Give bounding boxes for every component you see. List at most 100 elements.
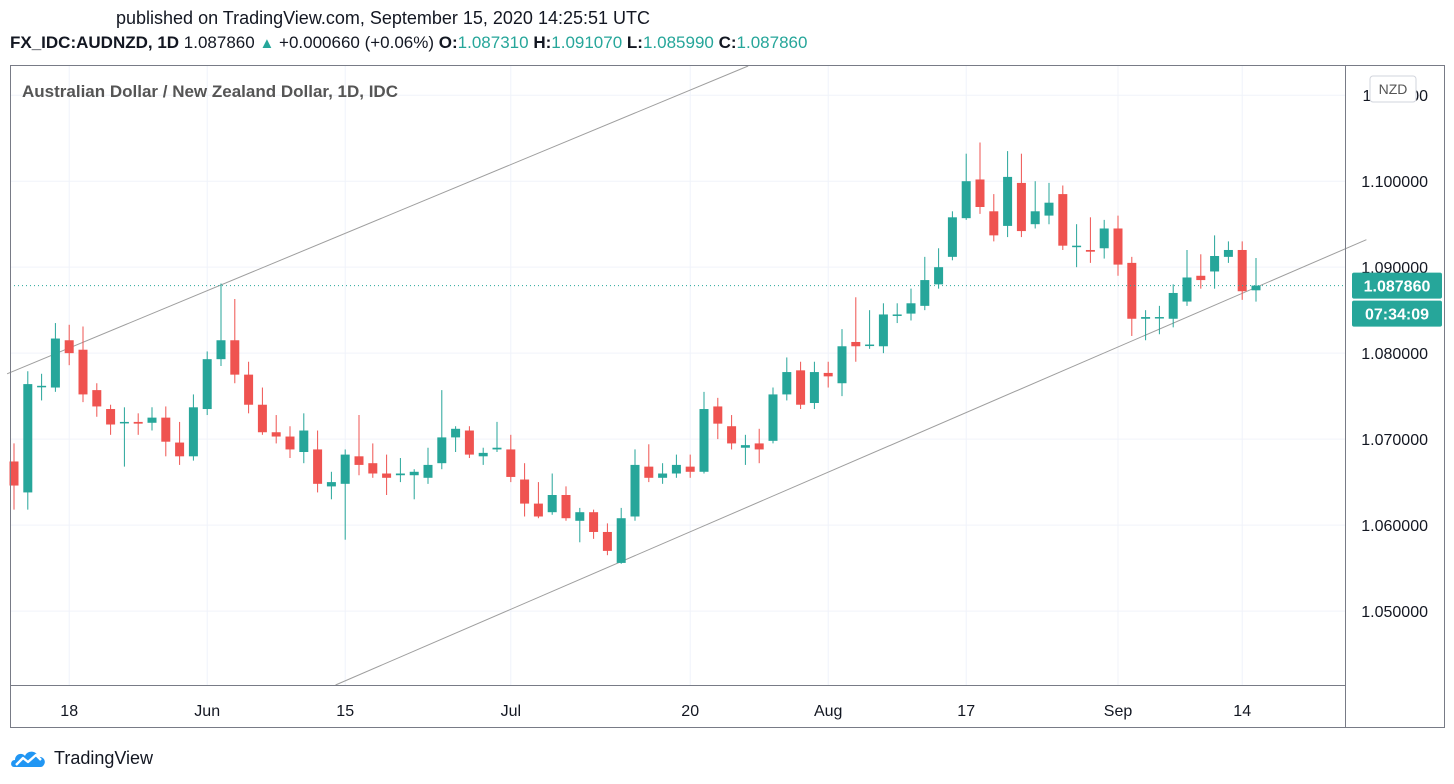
candle: [244, 361, 254, 414]
price-axis[interactable]: 1.0500001.0600001.0700001.0800001.090000…: [1361, 88, 1428, 621]
close-value: 1.087860: [736, 33, 808, 52]
candle: [37, 373, 47, 401]
time-tick-label: Jul: [501, 703, 521, 720]
candle-body: [1113, 228, 1123, 265]
price-tick-label: 1.080000: [1361, 346, 1428, 363]
candle: [1168, 284, 1178, 328]
last-price: 1.087860: [183, 33, 255, 52]
candle: [478, 447, 488, 465]
symbol-name[interactable]: FX_IDC:AUDNZD, 1D: [10, 33, 180, 52]
candle-body: [23, 384, 33, 493]
candle: [147, 407, 157, 431]
candle-body: [382, 473, 392, 478]
candle: [837, 329, 847, 397]
candle: [1237, 241, 1247, 300]
candle: [368, 443, 378, 478]
candle: [699, 391, 709, 474]
price-tick-label: 1.070000: [1361, 432, 1428, 449]
candle-body: [947, 217, 957, 257]
candle-body: [878, 314, 888, 347]
price-change: +0.000660 (+0.06%): [279, 33, 435, 52]
candle: [1058, 185, 1068, 250]
time-tick-label: Aug: [814, 703, 842, 720]
candle-body: [989, 211, 999, 236]
candle: [409, 469, 419, 500]
candle: [106, 404, 116, 435]
candle-body: [975, 179, 985, 207]
candle: [947, 211, 957, 261]
candle-body: [188, 407, 198, 457]
candle-body: [133, 421, 143, 424]
candle: [878, 303, 888, 354]
candle: [561, 486, 571, 521]
candle: [230, 298, 240, 384]
candle: [1030, 181, 1040, 229]
candle: [395, 458, 405, 483]
candle-body: [1223, 249, 1233, 257]
candle: [1099, 219, 1109, 259]
candle-body: [1085, 249, 1095, 252]
candle: [271, 415, 281, 444]
candle-body: [1044, 202, 1054, 216]
channel-line: [335, 239, 1367, 686]
candle-body: [78, 349, 88, 395]
candle-body: [671, 464, 681, 474]
time-tick-label: Sep: [1104, 703, 1133, 720]
candle: [823, 361, 833, 388]
change-up-arrow-icon: ▲: [259, 35, 275, 52]
candle: [23, 371, 33, 510]
candle: [1072, 224, 1082, 268]
candle-body: [230, 340, 240, 375]
footer-brand[interactable]: TradingView: [10, 744, 153, 772]
candle-body: [1141, 317, 1151, 319]
candle: [768, 387, 778, 444]
candle-body: [727, 426, 737, 444]
candle-body: [851, 341, 861, 347]
time-axis[interactable]: 18 Jun 15 Jul 20 Aug 17 Sep 14: [60, 703, 1251, 720]
time-tick-label: 20: [681, 703, 699, 720]
published-note: published on TradingView.com, September …: [116, 8, 651, 28]
candle: [975, 142, 985, 214]
time-tick-label: 18: [60, 703, 78, 720]
candle: [1085, 217, 1095, 263]
candle: [1003, 151, 1013, 238]
high-value: 1.091070: [551, 33, 623, 52]
price-tick-label: 1.100000: [1361, 174, 1428, 191]
bar-countdown: 07:34:09: [1365, 307, 1429, 324]
candle-body: [50, 338, 60, 388]
candle: [326, 471, 336, 500]
candle: [892, 303, 902, 324]
candle: [1044, 182, 1054, 225]
candlestick-series: [9, 142, 1261, 564]
candle-body: [685, 466, 695, 472]
candle-body: [589, 512, 599, 532]
candle: [920, 256, 930, 311]
candle-body: [754, 443, 764, 450]
candle-body: [9, 461, 19, 486]
last-price-tag-box: [1352, 272, 1442, 299]
channel-line: [6, 65, 749, 375]
candle-body: [464, 430, 474, 455]
candle: [989, 194, 999, 242]
candle-body: [616, 518, 626, 563]
candle: [740, 434, 750, 465]
candle-body: [506, 449, 516, 477]
last-price-tag: 1.087860 07:34:09: [1352, 272, 1442, 327]
candle-body: [768, 394, 778, 441]
candle-body: [271, 432, 281, 437]
candle-body: [1210, 255, 1220, 272]
candle-body: [368, 463, 378, 474]
candle: [754, 428, 764, 464]
candle: [1016, 153, 1026, 238]
candle-body: [326, 482, 336, 487]
candle-body: [934, 267, 944, 285]
trend-channel[interactable]: [6, 65, 1367, 686]
candle-body: [285, 436, 295, 450]
candle: [1113, 215, 1123, 276]
candle: [1251, 257, 1261, 302]
open-value: 1.087310: [457, 33, 529, 52]
candle-body: [809, 372, 819, 404]
candle: [782, 357, 792, 401]
candle: [299, 413, 309, 464]
